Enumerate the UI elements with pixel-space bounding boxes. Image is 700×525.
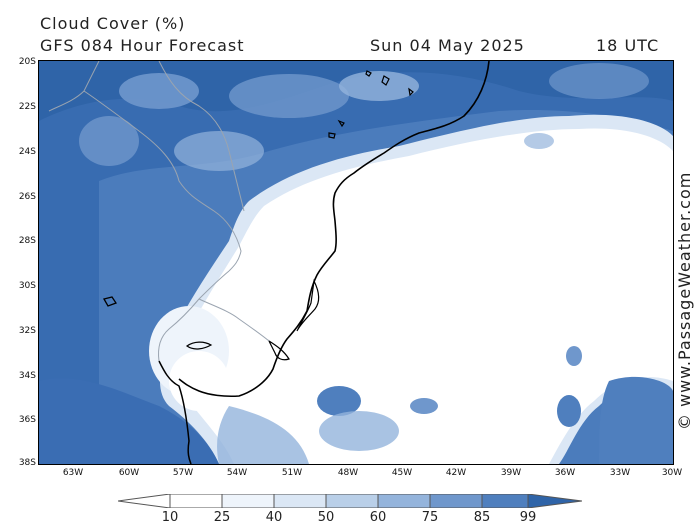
lat-label: 24S	[18, 147, 36, 157]
lon-label: 60W	[118, 468, 140, 478]
colorbar-swatch	[221, 494, 275, 508]
colorbar-label: 50	[317, 510, 335, 525]
lon-label: 33W	[609, 468, 631, 478]
colorbar-label: 10	[161, 510, 179, 525]
map-title: Cloud Cover (%)	[40, 14, 186, 33]
lat-label: 22S	[18, 102, 36, 112]
lon-label: 45W	[391, 468, 413, 478]
lon-label: 48W	[337, 468, 359, 478]
lon-label: 57W	[172, 468, 194, 478]
lat-label: 34S	[18, 371, 36, 381]
lon-label: 30W	[661, 468, 683, 478]
map-canvas	[39, 61, 673, 464]
colorbar-swatch	[273, 494, 327, 508]
forecast-subtitle: GFS 084 Hour Forecast	[40, 36, 245, 55]
colorbar-arrow-right	[527, 494, 582, 508]
forecast-date: Sun 04 May 2025	[370, 36, 525, 55]
lon-label: 63W	[62, 468, 84, 478]
colorbar-label: 75	[421, 510, 439, 525]
colorbar-swatch	[429, 494, 483, 508]
colorbar-swatch	[377, 494, 431, 508]
colorbar-label: 99	[519, 510, 537, 525]
lon-label: 51W	[281, 468, 303, 478]
lon-label: 42W	[445, 468, 467, 478]
colorbar-label: 85	[473, 510, 491, 525]
lon-label: 36W	[554, 468, 576, 478]
colorbar-label: 40	[265, 510, 283, 525]
lat-label: 26S	[18, 192, 36, 202]
colorbar-swatch	[169, 494, 223, 508]
lon-label: 39W	[500, 468, 522, 478]
cloud-cover-map	[38, 60, 674, 465]
lat-label: 36S	[18, 415, 36, 425]
lon-label: 54W	[226, 468, 248, 478]
colorbar-label: 60	[369, 510, 387, 525]
colorbar-swatch	[481, 494, 529, 508]
lat-label: 32S	[18, 326, 36, 336]
forecast-time: 18 UTC	[596, 36, 660, 55]
lat-label: 20S	[18, 57, 36, 67]
lat-label: 30S	[18, 281, 36, 291]
colorbar-arrow-left	[118, 494, 171, 508]
lat-label: 28S	[18, 236, 36, 246]
colorbar-swatch	[325, 494, 379, 508]
colorbar-label: 25	[213, 510, 231, 525]
lat-label: 38S	[18, 458, 36, 468]
colorbar	[118, 494, 582, 508]
credit-watermark: © www.PassageWeather.com	[675, 171, 694, 430]
